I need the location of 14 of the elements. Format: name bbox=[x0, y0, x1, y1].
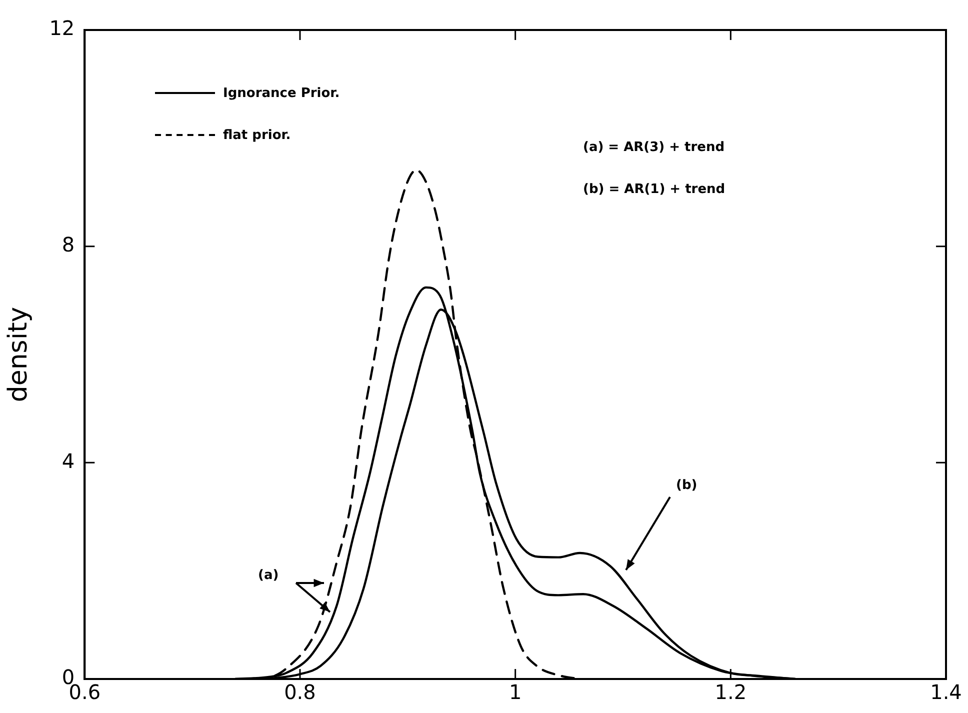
y-tick-label: 12 bbox=[49, 16, 75, 40]
x-tick-label: 1 bbox=[508, 680, 522, 704]
annotation: (b) bbox=[676, 478, 698, 494]
legend-label: flat prior. bbox=[223, 128, 291, 142]
annotation: (a) bbox=[258, 568, 279, 584]
x-tick-label: 0.8 bbox=[284, 680, 316, 704]
y-tick-label: 8 bbox=[62, 232, 75, 257]
legend-label: Ignorance Prior. bbox=[223, 86, 340, 100]
annotation: (b) = AR(1) + trend bbox=[583, 182, 726, 198]
y-tick-label: 4 bbox=[62, 448, 75, 473]
x-tick-label: 1.4 bbox=[930, 680, 962, 704]
y-axis-title: density bbox=[3, 306, 34, 402]
annotation: (a) = AR(3) + trend bbox=[583, 140, 725, 156]
x-tick-label: 1.2 bbox=[714, 680, 747, 704]
